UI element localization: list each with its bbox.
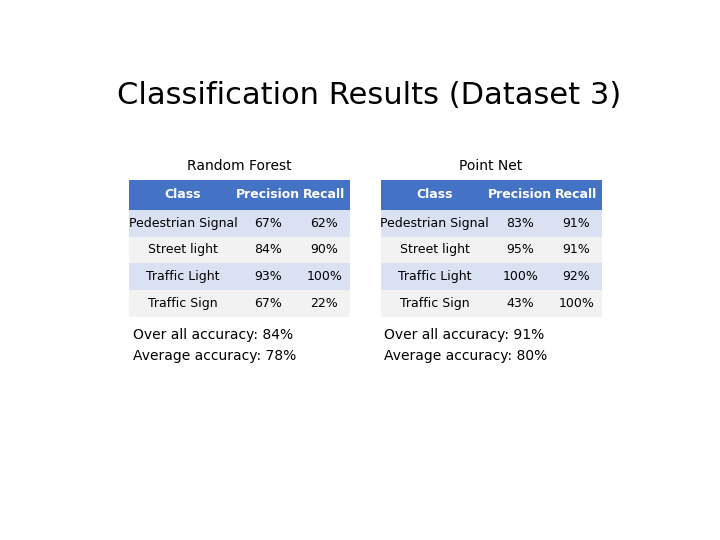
Text: 90%: 90% (310, 244, 338, 256)
Text: Random Forest: Random Forest (187, 159, 292, 173)
FancyBboxPatch shape (489, 264, 551, 291)
Text: 100%: 100% (559, 298, 594, 310)
Text: Traffic Sign: Traffic Sign (148, 298, 218, 310)
FancyBboxPatch shape (238, 180, 300, 210)
FancyBboxPatch shape (300, 180, 350, 210)
FancyBboxPatch shape (238, 210, 300, 237)
Text: Traffic Light: Traffic Light (146, 271, 220, 284)
FancyBboxPatch shape (489, 180, 551, 210)
FancyBboxPatch shape (300, 291, 350, 318)
Text: Pedestrian Signal: Pedestrian Signal (129, 217, 238, 230)
Text: Class: Class (165, 188, 202, 201)
FancyBboxPatch shape (381, 237, 489, 264)
Text: Street light: Street light (400, 244, 470, 256)
Text: Precision: Precision (488, 188, 552, 201)
Text: 84%: 84% (254, 244, 282, 256)
FancyBboxPatch shape (551, 264, 601, 291)
Text: 43%: 43% (506, 298, 534, 310)
FancyBboxPatch shape (489, 291, 551, 318)
FancyBboxPatch shape (238, 237, 300, 264)
Text: Classification Results (Dataset 3): Classification Results (Dataset 3) (117, 81, 621, 110)
Text: Precision: Precision (236, 188, 300, 201)
Text: 95%: 95% (506, 244, 534, 256)
FancyBboxPatch shape (300, 210, 350, 237)
FancyBboxPatch shape (489, 237, 551, 264)
Text: Recall: Recall (555, 188, 598, 201)
FancyBboxPatch shape (551, 291, 601, 318)
FancyBboxPatch shape (129, 264, 238, 291)
Text: 93%: 93% (254, 271, 282, 284)
Text: 22%: 22% (310, 298, 338, 310)
Text: Over all accuracy: 84%
Average accuracy: 78%: Over all accuracy: 84% Average accuracy:… (132, 328, 296, 363)
Text: 91%: 91% (562, 244, 590, 256)
Text: 67%: 67% (254, 298, 282, 310)
Text: Street light: Street light (148, 244, 218, 256)
FancyBboxPatch shape (551, 180, 601, 210)
Text: 100%: 100% (307, 271, 343, 284)
Text: Class: Class (417, 188, 453, 201)
FancyBboxPatch shape (551, 210, 601, 237)
Text: 92%: 92% (562, 271, 590, 284)
Text: Traffic Light: Traffic Light (398, 271, 472, 284)
Text: Recall: Recall (303, 188, 346, 201)
Text: 91%: 91% (562, 217, 590, 230)
FancyBboxPatch shape (129, 180, 238, 210)
FancyBboxPatch shape (551, 237, 601, 264)
Text: 62%: 62% (310, 217, 338, 230)
Text: Pedestrian Signal: Pedestrian Signal (380, 217, 490, 230)
Text: 67%: 67% (254, 217, 282, 230)
Text: Over all accuracy: 91%
Average accuracy: 80%: Over all accuracy: 91% Average accuracy:… (384, 328, 548, 363)
FancyBboxPatch shape (381, 264, 489, 291)
FancyBboxPatch shape (381, 210, 489, 237)
FancyBboxPatch shape (300, 237, 350, 264)
FancyBboxPatch shape (300, 264, 350, 291)
FancyBboxPatch shape (129, 210, 238, 237)
Text: Point Net: Point Net (459, 159, 523, 173)
FancyBboxPatch shape (238, 264, 300, 291)
FancyBboxPatch shape (129, 237, 238, 264)
FancyBboxPatch shape (381, 291, 489, 318)
FancyBboxPatch shape (381, 180, 489, 210)
FancyBboxPatch shape (129, 291, 238, 318)
FancyBboxPatch shape (238, 291, 300, 318)
FancyBboxPatch shape (489, 210, 551, 237)
Text: Traffic Sign: Traffic Sign (400, 298, 469, 310)
Text: 83%: 83% (506, 217, 534, 230)
Text: 100%: 100% (502, 271, 538, 284)
